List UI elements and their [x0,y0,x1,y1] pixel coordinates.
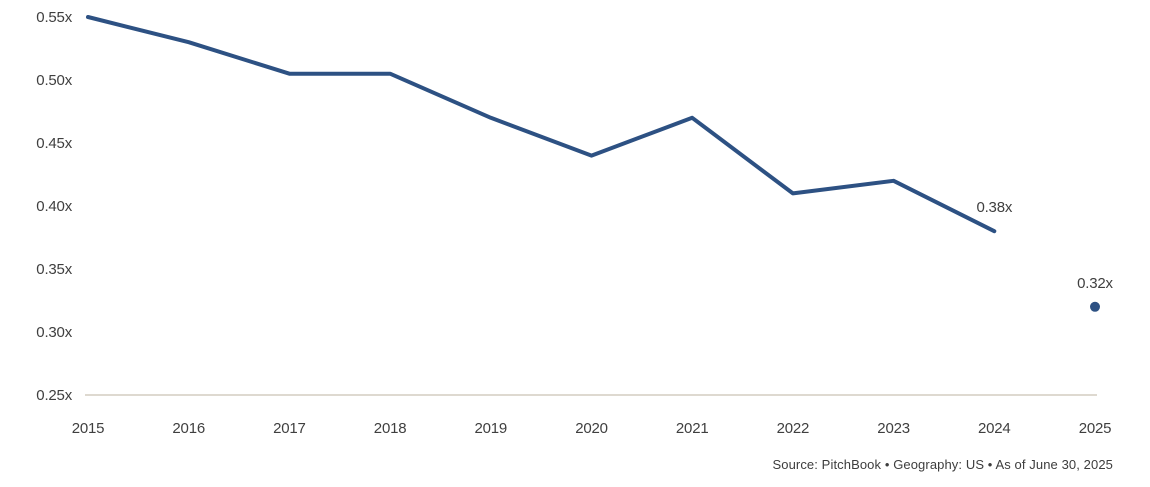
current-period-point [1090,301,1100,312]
y-axis-tick-label: 0.45x [36,135,72,152]
source-attribution: Source: PitchBook • Geography: US • As o… [772,457,1113,472]
x-axis-tick-label: 2023 [877,420,910,437]
y-axis-tick-label: 0.55x [36,9,72,26]
trend-line [86,15,997,234]
x-axis-tick-label: 2020 [575,420,608,437]
data-point-label: 0.32x [1077,275,1113,292]
y-axis-tick-label: 0.30x [36,324,72,341]
y-axis-tick-label: 0.40x [36,198,72,215]
x-axis-tick-label: 2021 [676,420,709,437]
x-axis-tick-label: 2024 [978,420,1011,437]
x-axis-tick-label: 2017 [273,420,306,437]
x-axis-tick-label: 2019 [475,420,508,437]
x-axis-tick-label: 2025 [1079,420,1112,437]
y-axis-tick-label: 0.50x [36,72,72,89]
y-axis-tick-label: 0.35x [36,261,72,278]
x-axis-tick-label: 2022 [777,420,810,437]
y-axis-tick-label: 0.25x [36,387,72,404]
data-point-label: 0.38x [976,199,1012,216]
x-axis-tick-label: 2015 [72,420,105,437]
x-axis-tick-label: 2018 [374,420,407,437]
x-axis-tick-label: 2016 [172,420,205,437]
